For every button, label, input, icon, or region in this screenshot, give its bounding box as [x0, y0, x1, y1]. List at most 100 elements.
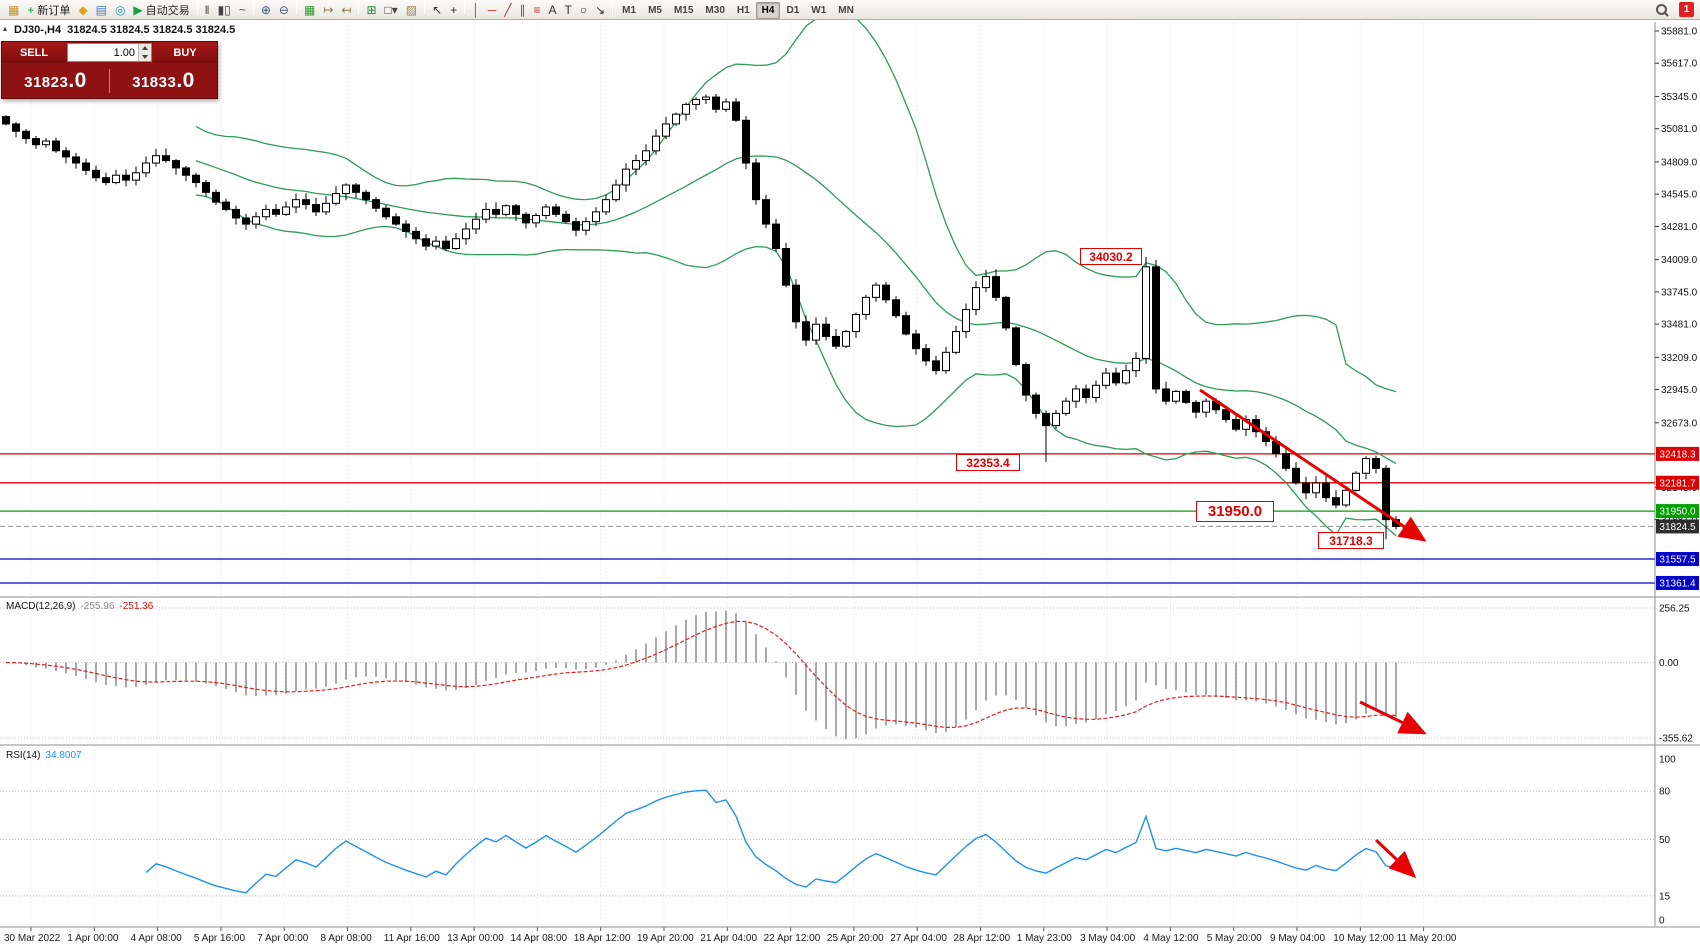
horizontal-line-icon-glyph: ─: [487, 3, 497, 17]
toolbar-separator: [612, 2, 614, 17]
buy-price-frac: .0: [176, 68, 195, 92]
line-chart-icon[interactable]: ~: [235, 3, 250, 17]
tile-windows-icon[interactable]: ▦: [300, 3, 319, 17]
chart-shift-icon-glyph: ↤: [341, 3, 352, 17]
ohlc-values: 31824.5 31824.5 31824.5 31824.5: [67, 24, 236, 36]
rsi-panel: 100 80 50 15 0: [0, 755, 1676, 927]
svg-text:100: 100: [1659, 755, 1676, 766]
horizontal-line-icon[interactable]: ─: [484, 3, 501, 17]
sell-button[interactable]: SELL: [2, 42, 66, 63]
chart-shift-icon[interactable]: ↤: [337, 3, 355, 17]
signals-icon[interactable]: ◎: [111, 3, 129, 17]
price-scale[interactable]: 35881.0 35617.0 35345.0 35081.0 34809.0 34545…: [1655, 27, 1699, 590]
price-annotation-1[interactable]: 32353.4: [956, 454, 1020, 471]
indicators-icon-glyph: ⊞: [366, 3, 377, 17]
bar-chart-icon[interactable]: ‖: [201, 3, 214, 17]
volume-up-button[interactable]: [139, 44, 151, 53]
svg-text:5 May 20:00: 5 May 20:00: [1207, 933, 1262, 944]
timeframe-button-m5[interactable]: M5: [648, 4, 662, 16]
svg-text:35081.0: 35081.0: [1661, 124, 1698, 135]
one-click-toggle-icon[interactable]: ▴: [3, 24, 8, 33]
svg-text:35881.0: 35881.0: [1661, 27, 1698, 38]
timeframe-button-m30[interactable]: M30: [705, 4, 725, 16]
timeframe-button-h4[interactable]: H4: [755, 1, 781, 19]
price-annotation-0[interactable]: 34030.2: [1080, 248, 1142, 265]
templates-icon[interactable]: ▨: [402, 3, 421, 17]
text-icon-glyph: A: [548, 3, 557, 17]
svg-text:34545.0: 34545.0: [1661, 190, 1698, 201]
svg-text:31361.4: 31361.4: [1659, 578, 1696, 589]
metaeditor-icon[interactable]: ◆: [74, 3, 91, 17]
svg-text:9 May 04:00: 9 May 04:00: [1270, 933, 1325, 944]
timeframe-button-m15[interactable]: M15: [673, 4, 694, 16]
autotrading-button[interactable]: ▶ 自动交易: [129, 1, 193, 19]
indicators-icon[interactable]: ⊞: [362, 3, 380, 17]
buy-button[interactable]: BUY: [153, 42, 217, 63]
channel-icon-glyph: ∥: [519, 3, 526, 17]
timeframe-button-h1[interactable]: H1: [736, 4, 750, 16]
crosshair-icon[interactable]: +: [446, 3, 461, 17]
sell-price[interactable]: 31823.0: [2, 69, 109, 93]
notification-badge[interactable]: 1: [1679, 2, 1694, 17]
autoscroll-icon[interactable]: ↦: [319, 3, 337, 17]
macd-title: MACD(12,26,9): [6, 601, 76, 612]
timeframe-button-d1[interactable]: D1: [786, 4, 800, 16]
terminal-icon[interactable]: ▤: [92, 3, 111, 17]
volume-spinner: [138, 44, 151, 61]
svg-text:32945.0: 32945.0: [1661, 385, 1698, 396]
volume-down-button[interactable]: [139, 52, 151, 61]
zoom-out-icon[interactable]: ⊖: [275, 3, 293, 17]
candlestick-chart-icon-glyph: ▮▯: [217, 3, 231, 17]
candles: [2, 94, 1400, 540]
toolbar-separator: [295, 0, 297, 14]
search-icon[interactable]: [1652, 3, 1671, 16]
templates-icon-glyph: ▨: [405, 3, 418, 17]
trendline-icon[interactable]: ╱: [500, 3, 515, 17]
price-annotation-2[interactable]: 31950.0: [1196, 501, 1274, 522]
symbol-period: DJ30-,H4: [14, 24, 62, 36]
channel-icon[interactable]: ∥: [515, 3, 529, 17]
time-scale[interactable]: 30 Mar 2022 1 Apr 00:00 4 Apr 08:00 5 Apr 1…: [4, 927, 1457, 944]
svg-text:18 Apr 12:00: 18 Apr 12:00: [574, 933, 631, 944]
volume-field[interactable]: 1.00: [67, 43, 152, 62]
timeframe-button-mn[interactable]: MN: [838, 4, 854, 16]
svg-text:8 Apr 08:00: 8 Apr 08:00: [321, 933, 373, 944]
charts-icon[interactable]: ▦: [4, 3, 23, 17]
price-annotation-3[interactable]: 31718.3: [1318, 532, 1384, 549]
shapes-icon-glyph: ○: [579, 3, 588, 17]
candlestick-chart-icon[interactable]: ▮▯: [214, 3, 235, 17]
new-order-button[interactable]: + 新订单: [23, 1, 74, 19]
svg-text:256.25: 256.25: [1659, 604, 1690, 615]
macd-panel: 256.25 0.00 -355.62: [0, 604, 1693, 745]
toolbar-separator: [424, 0, 426, 14]
timeframe-button-m1[interactable]: M1: [622, 4, 637, 16]
trade-panel-divider: [109, 68, 110, 93]
svg-text:21 Apr 04:00: 21 Apr 04:00: [700, 933, 757, 944]
periods-icon-glyph: □▾: [384, 3, 398, 17]
autoscroll-icon-glyph: ↦: [323, 3, 334, 17]
svg-text:11 May 20:00: 11 May 20:00: [1397, 933, 1457, 944]
periods-icon[interactable]: □▾: [381, 3, 402, 17]
trade-panel-price-row: 31823.0 31833.0: [2, 63, 217, 98]
vertical-line-icon[interactable]: │: [468, 3, 484, 17]
macd-signal-value: -251.36: [119, 601, 154, 612]
cursor-icon[interactable]: ↖: [428, 3, 446, 17]
shapes-icon[interactable]: ○: [576, 3, 591, 17]
arrows-icon[interactable]: ↘: [591, 3, 609, 17]
fibonacci-icon[interactable]: ≡: [529, 3, 544, 17]
buy-price[interactable]: 31833.0: [110, 69, 217, 93]
trend-arrow-main: [1199, 388, 1427, 542]
rsi-value: 34.8007: [45, 750, 82, 761]
zoom-in-icon-glyph: ⊕: [260, 3, 271, 17]
timeframe-button-w1[interactable]: W1: [811, 4, 827, 16]
terminal-icon-glyph: ▤: [95, 3, 107, 17]
label-icon[interactable]: T: [561, 3, 576, 17]
volume-value[interactable]: 1.00: [113, 47, 135, 59]
zoom-in-icon[interactable]: ⊕: [257, 3, 275, 17]
text-icon[interactable]: A: [544, 3, 560, 17]
svg-text:10 May 12:00: 10 May 12:00: [1333, 933, 1394, 944]
zoom-out-icon-glyph: ⊖: [278, 3, 289, 17]
trend-arrows[interactable]: [1199, 388, 1427, 879]
sell-price-main: 31823: [24, 73, 69, 91]
